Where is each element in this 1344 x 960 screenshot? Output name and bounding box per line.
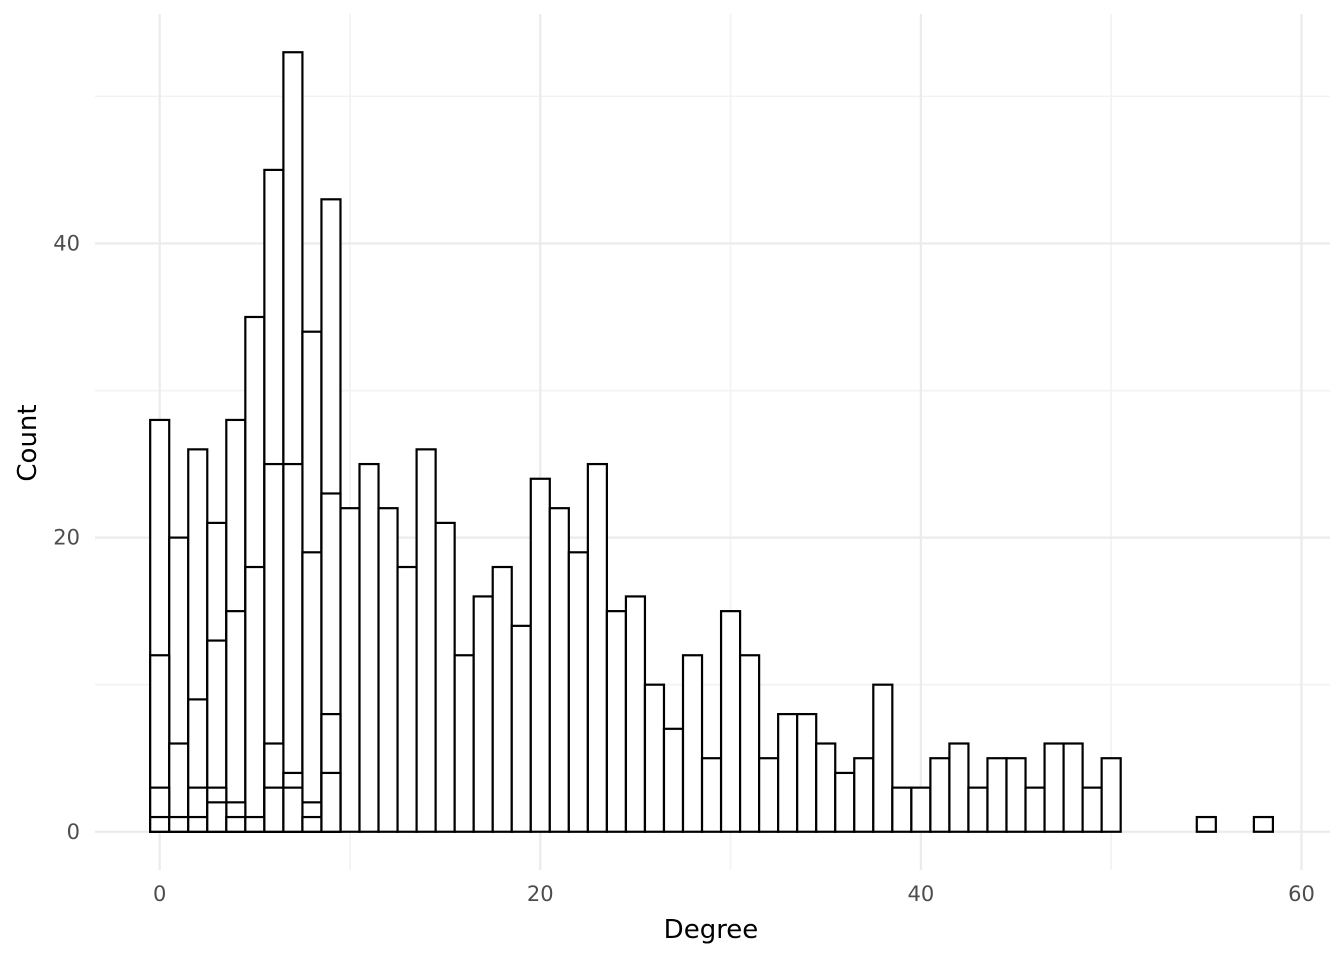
histogram-bar	[149, 815, 171, 833]
histogram-bar	[434, 521, 456, 833]
histogram-bar	[967, 786, 989, 833]
histogram-bar	[986, 757, 1008, 833]
histogram-bar	[472, 595, 494, 833]
histogram-bar	[206, 801, 228, 833]
histogram-bar	[681, 654, 704, 833]
histogram-bar	[643, 683, 666, 833]
histogram-bar	[187, 815, 209, 833]
histogram-bar	[1043, 742, 1065, 833]
histogram-bar	[605, 610, 628, 833]
histogram-bar	[225, 815, 247, 833]
histogram-bar	[320, 771, 342, 833]
histogram-bars	[149, 51, 1275, 833]
histogram-bar	[1062, 742, 1084, 833]
y-tick-label: 0	[67, 820, 80, 844]
histogram-bar	[948, 742, 970, 833]
histogram-bar	[529, 477, 551, 833]
y-axis-title: Count	[13, 404, 43, 481]
histogram-bar	[891, 786, 913, 833]
histogram-bar	[358, 462, 380, 833]
histogram-bar	[662, 727, 685, 833]
histogram-bar	[758, 757, 780, 833]
histogram-bar	[1252, 815, 1275, 833]
histogram-bar	[796, 712, 818, 833]
histogram-bar	[853, 757, 875, 833]
x-axis-ticks: 0 20 40 60	[153, 882, 1315, 906]
histogram-bar	[263, 786, 285, 833]
x-tick-label: 0	[153, 882, 166, 906]
histogram-bar	[282, 786, 304, 833]
histogram-bar	[244, 565, 266, 833]
histogram-bar	[929, 757, 951, 833]
histogram-bar	[510, 624, 532, 833]
histogram-bar	[301, 551, 323, 833]
histogram-bar	[567, 551, 589, 833]
histogram-bar	[738, 654, 761, 833]
histogram-bar	[225, 610, 247, 833]
histogram-bar	[1081, 786, 1103, 833]
histogram-bar	[700, 757, 723, 833]
histogram-bar	[719, 610, 742, 833]
x-axis-title: Degree	[664, 915, 759, 945]
histogram-bar	[834, 771, 856, 833]
histogram-bar	[1005, 757, 1027, 833]
histogram-bar	[777, 712, 799, 833]
histogram-bar	[548, 507, 570, 833]
histogram-bar	[1195, 815, 1217, 833]
histogram-bar	[1024, 786, 1046, 833]
histogram-bar	[168, 815, 190, 833]
histogram-bar	[244, 815, 266, 833]
histogram-bar	[415, 448, 437, 833]
y-axis-ticks: 0 20 40	[53, 231, 80, 843]
histogram-bar	[910, 786, 932, 833]
histogram-bar	[301, 815, 323, 833]
histogram-bar	[377, 507, 399, 833]
histogram-bar	[491, 565, 513, 833]
histogram-bar	[396, 565, 418, 833]
histogram-bar	[586, 462, 608, 833]
histogram-bar	[872, 683, 894, 833]
histogram-bar	[453, 654, 475, 833]
y-tick-label: 20	[53, 526, 80, 550]
histogram-bar	[1100, 757, 1122, 833]
x-tick-label: 60	[1288, 882, 1315, 906]
x-tick-label: 40	[908, 882, 935, 906]
x-tick-label: 20	[527, 882, 554, 906]
histogram-bar	[624, 595, 647, 833]
histogram-bar	[339, 507, 361, 833]
y-tick-label: 40	[53, 231, 80, 255]
histogram-bar	[815, 742, 837, 833]
